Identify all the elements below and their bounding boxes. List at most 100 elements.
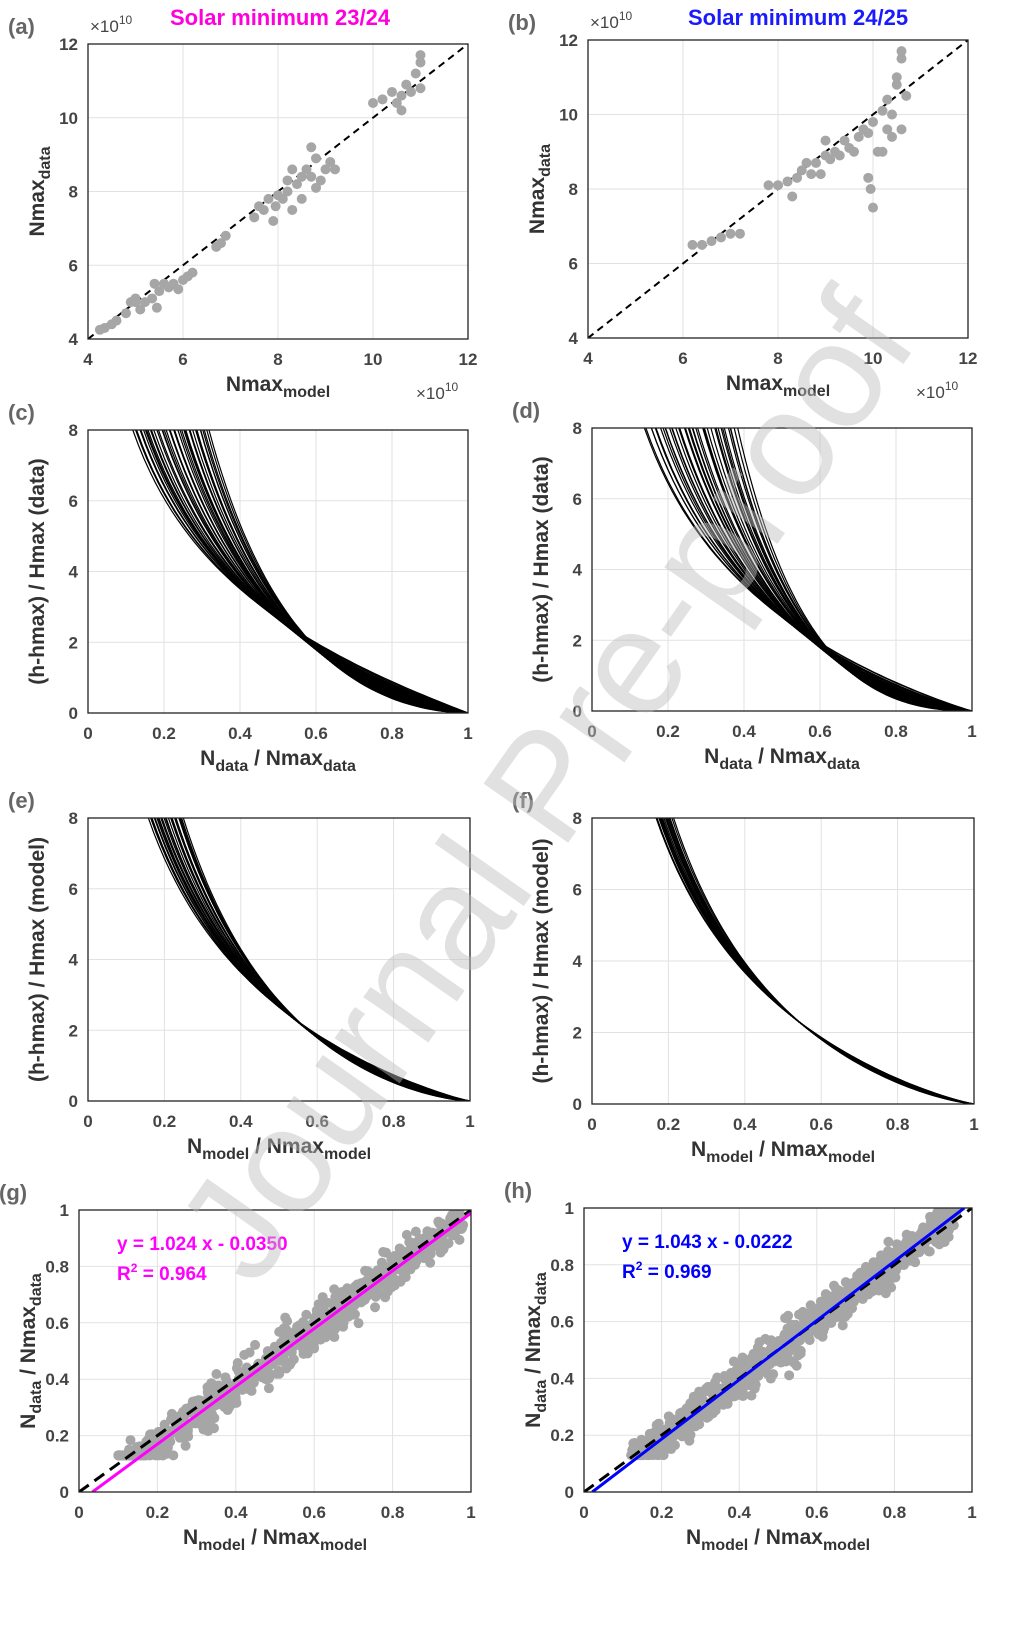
data-point bbox=[287, 204, 298, 215]
data-point bbox=[296, 171, 307, 182]
data-point bbox=[387, 86, 397, 97]
axis-label: Ndata / Nmaxdata bbox=[200, 747, 356, 775]
r-squared-label: R2 = 0.964 bbox=[117, 1261, 207, 1285]
data-point bbox=[166, 1408, 177, 1419]
panel-label-c: (c) bbox=[8, 400, 35, 425]
data-point bbox=[246, 1385, 257, 1396]
data-point bbox=[321, 1324, 332, 1335]
x-tick-label: 12 bbox=[459, 350, 478, 369]
data-point bbox=[793, 1350, 804, 1361]
exponent-base: ×10 bbox=[916, 383, 945, 402]
label-subscript: data bbox=[37, 146, 54, 179]
data-point bbox=[901, 90, 912, 101]
data-point bbox=[849, 146, 859, 157]
axis-label: Nmodel / Nmaxmodel bbox=[691, 1138, 875, 1166]
data-point bbox=[376, 1265, 387, 1276]
x-tick-label: 0.8 bbox=[381, 1503, 405, 1522]
axes-frame bbox=[587, 39, 969, 339]
x-tick-label: 12 bbox=[959, 349, 978, 368]
data-point bbox=[769, 1354, 780, 1365]
one-to-one-dashed-line bbox=[79, 1210, 471, 1492]
x-tick-label: 4 bbox=[583, 349, 593, 368]
label-base: Nmax bbox=[726, 372, 784, 395]
data-point bbox=[330, 1291, 341, 1302]
data-point bbox=[287, 164, 298, 175]
data-point bbox=[211, 1369, 222, 1380]
exponent-base: ×10 bbox=[590, 13, 619, 32]
axis-label: Ndata / Nmaxdata bbox=[17, 1273, 45, 1429]
label-subscript: model bbox=[283, 384, 330, 401]
data-point bbox=[315, 1334, 326, 1345]
y-tick-label: 4 bbox=[573, 561, 583, 580]
label-subscript: data bbox=[323, 758, 356, 775]
label-base: N bbox=[183, 1526, 198, 1549]
data-point bbox=[803, 1330, 814, 1341]
y-tick-label: 2 bbox=[69, 1021, 78, 1040]
label-base: N bbox=[17, 1414, 40, 1429]
data-point bbox=[244, 1347, 255, 1358]
data-point bbox=[231, 1363, 242, 1374]
data-point bbox=[837, 1320, 848, 1331]
x-tick-label: 0.4 bbox=[229, 1112, 253, 1131]
panel-d: 0 0.2 0.4 0.6 0.8 1 0 2 4 6 8 (d) Ndata / Nmaxdata (h… bbox=[512, 398, 977, 773]
data-point bbox=[883, 1236, 894, 1247]
data-point bbox=[178, 1406, 189, 1417]
data-point bbox=[834, 1292, 845, 1303]
data-point bbox=[415, 50, 426, 61]
label-subscript: model bbox=[202, 1146, 249, 1163]
x-tick-label: 0 bbox=[587, 722, 596, 741]
y-tick-label: 0.8 bbox=[550, 1256, 574, 1275]
data-point bbox=[378, 1246, 389, 1257]
data-point bbox=[862, 1267, 873, 1278]
data-point bbox=[415, 83, 426, 94]
x-tick-label: 0.4 bbox=[733, 1115, 757, 1134]
data-point bbox=[260, 1374, 271, 1385]
data-point bbox=[841, 1304, 852, 1315]
data-point bbox=[830, 1283, 841, 1294]
plot-area bbox=[79, 1210, 471, 1492]
label-base: N bbox=[686, 1526, 701, 1549]
data-point bbox=[839, 135, 850, 146]
data-point bbox=[792, 172, 802, 183]
data-point bbox=[349, 1309, 360, 1320]
r-squared-label: R2 = 0.969 bbox=[622, 1259, 712, 1283]
x-exponent-label: ×1010 bbox=[916, 379, 959, 402]
data-point bbox=[315, 175, 326, 186]
x-tick-label: 10 bbox=[864, 349, 883, 368]
label-middle: / Nmax bbox=[248, 747, 323, 770]
data-point bbox=[820, 135, 831, 146]
data-point bbox=[948, 1208, 959, 1213]
x-tick-label: 10 bbox=[364, 350, 383, 369]
data-point bbox=[877, 105, 888, 116]
label-base: Nmax bbox=[226, 373, 284, 396]
data-point bbox=[784, 1370, 795, 1381]
data-point bbox=[706, 1404, 717, 1415]
y-tick-label: 12 bbox=[559, 31, 578, 50]
y-tick-label: 6 bbox=[69, 880, 78, 899]
data-point bbox=[877, 146, 888, 157]
axis-label: Ndata / Nmaxdata bbox=[704, 745, 860, 773]
panel-e: 0 0.2 0.4 0.6 0.8 1 0 2 4 6 8 (e) Nmodel / Nmaxmodel… bbox=[8, 788, 475, 1163]
x-tick-label: 0 bbox=[579, 1503, 588, 1522]
data-point bbox=[288, 1354, 299, 1365]
axes-frame bbox=[87, 43, 469, 340]
data-point bbox=[878, 1256, 889, 1267]
label-middle: / Nmax bbox=[17, 1306, 40, 1381]
data-point bbox=[292, 179, 302, 190]
data-point bbox=[892, 1240, 903, 1251]
y-tick-label: 0.4 bbox=[45, 1370, 69, 1389]
label-subscript: model bbox=[706, 1149, 753, 1166]
data-point bbox=[844, 1278, 855, 1289]
regression-line bbox=[91, 1211, 471, 1492]
data-point bbox=[263, 193, 274, 204]
y-tick-label: 8 bbox=[69, 421, 78, 440]
panel-label-f: (f) bbox=[512, 788, 534, 813]
y-tick-label: 4 bbox=[69, 563, 79, 582]
x-tick-label: 0 bbox=[74, 1503, 83, 1522]
data-point bbox=[773, 180, 783, 191]
profile-curve bbox=[673, 818, 974, 1104]
panel-label-b: (b) bbox=[508, 10, 536, 35]
data-point bbox=[813, 1322, 824, 1333]
x-tick-label: 0.4 bbox=[732, 722, 756, 741]
